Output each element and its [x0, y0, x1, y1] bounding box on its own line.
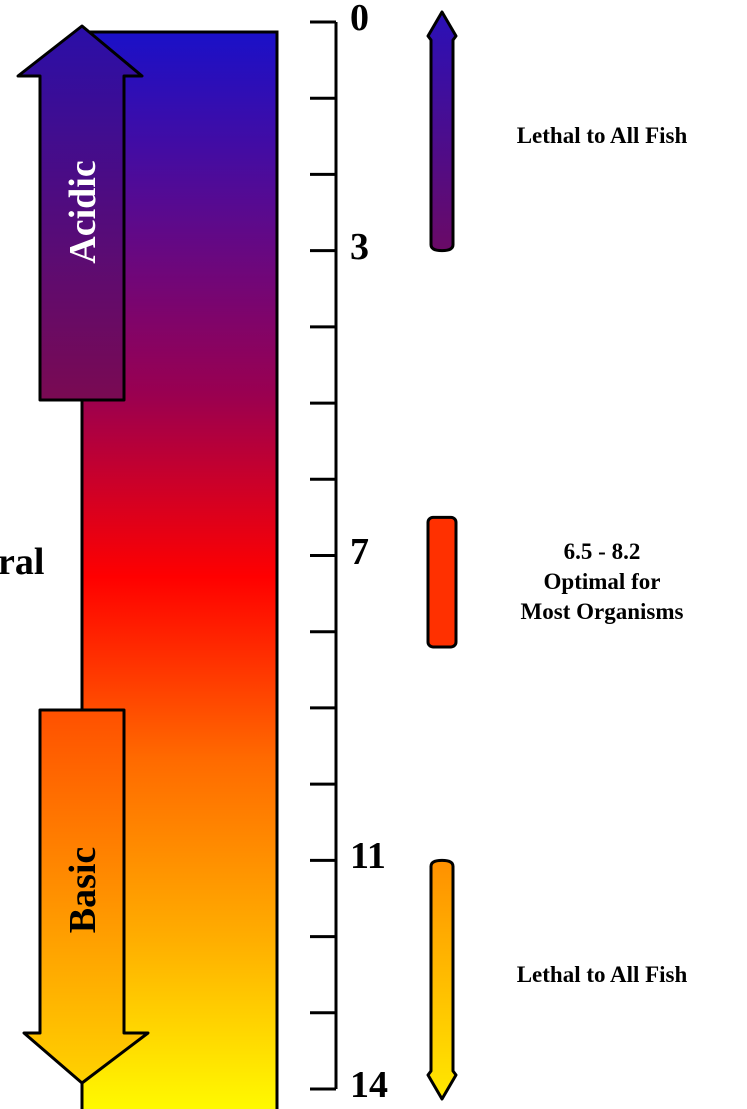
range-indicators	[426, 10, 458, 1101]
range-note-line: Lethal to All Fish	[516, 961, 688, 987]
neutral-label: ral	[0, 541, 45, 583]
range-note: Lethal to All Fish	[464, 121, 740, 151]
range-indicator-bar	[426, 515, 458, 649]
range-note-line: 6.5 - 8.2	[563, 539, 641, 565]
scale-ticks	[310, 20, 336, 1091]
basic-arrow	[22, 708, 150, 1085]
range-note-line: Most Organisms	[520, 599, 684, 625]
range-note: 6.5 - 8.2 Optimal for Most Organisms	[464, 537, 740, 627]
tick-label: 11	[350, 835, 386, 878]
tick-label: 0	[350, 0, 369, 39]
tick-label: 14	[350, 1064, 388, 1106]
acidic-label: Acidic	[62, 160, 104, 263]
tick-label: 7	[350, 530, 369, 573]
range-note-line: Lethal to All Fish	[516, 123, 688, 149]
tick-label: 3	[350, 225, 369, 268]
basic-label: Basic	[62, 847, 104, 934]
range-note: Lethal to All Fish	[464, 960, 740, 990]
acidic-arrow	[16, 24, 144, 402]
range-indicator-arrow-down	[426, 858, 458, 1101]
range-indicator-arrow-up	[426, 10, 458, 253]
range-note-line: Optimal for	[543, 569, 661, 595]
